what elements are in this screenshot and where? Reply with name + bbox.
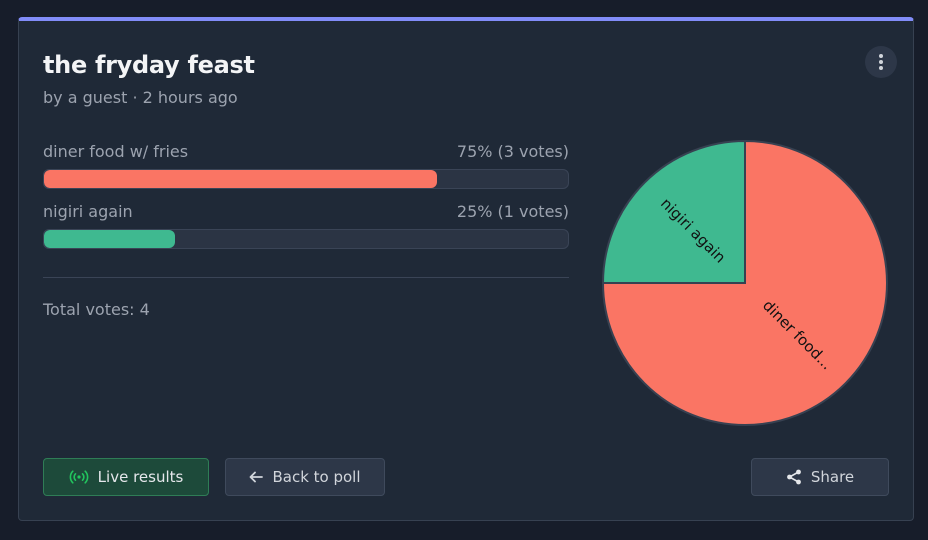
live-results-label: Live results [97, 468, 184, 486]
results-pie-chart: diner food...nigiri again [601, 139, 888, 426]
poll-option: nigiri again 25% (1 votes) [43, 202, 569, 249]
pie-slice [601, 139, 888, 426]
option-label: nigiri again [43, 202, 133, 221]
share-button[interactable]: Share [751, 458, 889, 496]
option-progress-track [43, 229, 569, 249]
arrow-left-icon [249, 471, 264, 483]
share-icon [786, 469, 802, 485]
poll-option: diner food w/ fries 75% (3 votes) [43, 142, 569, 189]
option-progress-fill [44, 170, 437, 188]
share-label: Share [810, 468, 855, 486]
poll-title: the fryday feast [43, 51, 255, 79]
broadcast-icon [69, 470, 89, 484]
more-vertical-icon [879, 54, 883, 70]
pie-slice [601, 139, 746, 284]
poll-meta: by a guest · 2 hours ago [43, 88, 238, 107]
more-options-button[interactable] [865, 46, 897, 78]
option-progress-fill [44, 230, 175, 248]
option-stat: 75% (3 votes) [456, 142, 569, 161]
option-stat: 25% (1 votes) [456, 202, 569, 221]
total-votes: Total votes: 4 [43, 300, 150, 319]
option-label: diner food w/ fries [43, 142, 189, 161]
divider [43, 277, 569, 278]
live-results-button[interactable]: Live results [43, 458, 209, 496]
back-to-poll-button[interactable]: Back to poll [225, 458, 385, 496]
poll-results-card: the fryday feast by a guest · 2 hours ag… [18, 17, 914, 521]
back-to-poll-label: Back to poll [272, 468, 361, 486]
option-progress-track [43, 169, 569, 189]
